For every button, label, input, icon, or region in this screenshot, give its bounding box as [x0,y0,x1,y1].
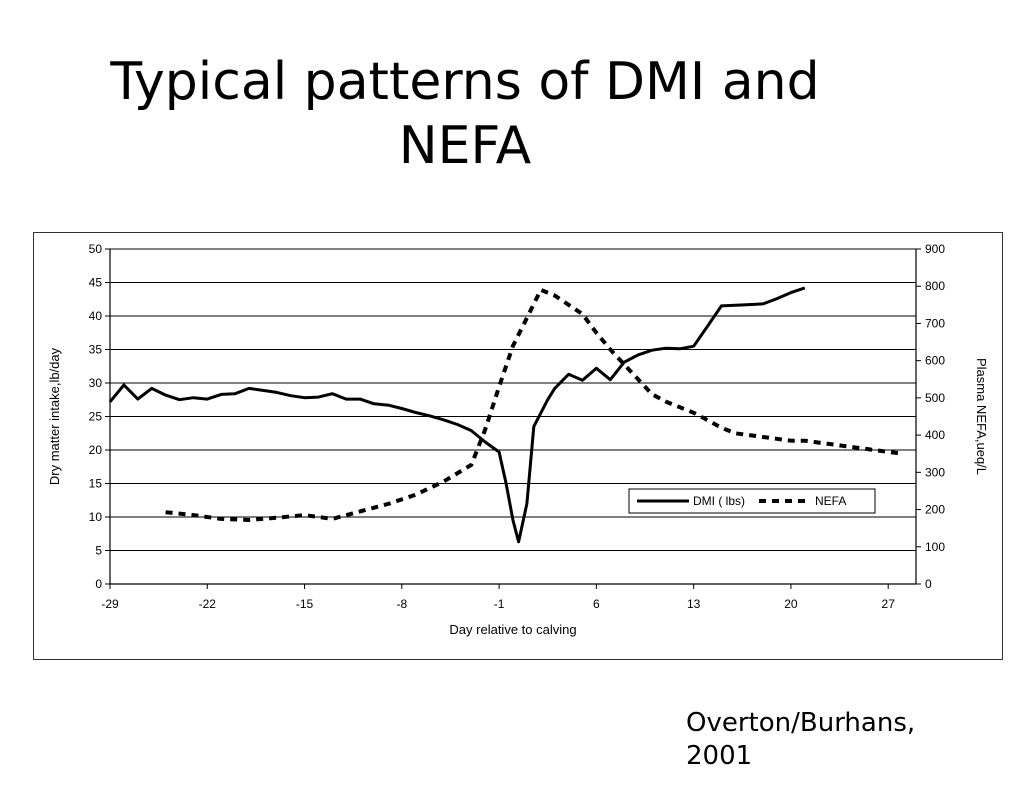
legend-label: NEFA [815,494,846,508]
y-axis-left-title: Dry matter intake,lb/day [47,347,62,485]
credit-line2: 2001 [686,741,753,771]
x-tick-label: -1 [494,597,505,611]
y-right-tick-label: 600 [925,354,945,368]
y-right-tick-label: 700 [925,316,945,330]
y-left-tick-label: 10 [89,510,103,524]
y-right-tick-label: 200 [925,503,945,517]
slide-title-line2: NEFA [398,116,532,176]
y-right-tick-label: 300 [925,465,945,479]
y-right-tick-label: 900 [925,242,945,256]
x-tick-label: 20 [784,597,798,611]
series-line-nefa [165,287,903,522]
credit-line1: Overton/Burhans, [686,708,916,738]
y-left-tick-label: 30 [89,376,103,390]
y-right-tick-label: 400 [925,428,945,442]
dmi-nefa-chart: 0510152025303540455001002003004005006007… [47,242,989,637]
y-left-tick-label: 5 [95,544,102,558]
y-right-tick-label: 800 [925,279,945,293]
y-right-tick-label: 0 [925,577,932,591]
x-tick-label: -22 [199,597,217,611]
y-right-tick-label: 100 [925,540,945,554]
y-right-tick-label: 500 [925,391,945,405]
y-left-tick-label: 45 [89,276,103,290]
y-left-tick-label: 15 [89,477,103,491]
slide-title: Typical patterns of DMI and NEFA [0,50,930,178]
y-left-tick-label: 25 [89,410,103,424]
x-tick-label: 13 [687,597,701,611]
x-tick-label: -29 [101,597,119,611]
source-credit: Overton/Burhans, 2001 [686,707,915,773]
y-left-tick-label: 35 [89,343,103,357]
x-axis-title: Day relative to calving [449,622,576,637]
y-axis-right-title: Plasma NEFA,ueq/L [974,358,989,475]
legend-box [628,488,876,514]
y-left-tick-label: 40 [89,309,103,323]
x-tick-label: -8 [396,597,407,611]
y-left-tick-label: 20 [89,443,103,457]
x-tick-label: -15 [296,597,314,611]
y-left-tick-label: 0 [95,577,102,591]
slide-title-line1: Typical patterns of DMI and [110,52,820,112]
x-tick-label: 6 [593,597,600,611]
y-left-tick-label: 50 [89,242,103,256]
legend-label: DMI ( lbs) [693,494,745,508]
x-tick-label: 27 [882,597,896,611]
series-line-dmi-lbs [108,286,806,544]
